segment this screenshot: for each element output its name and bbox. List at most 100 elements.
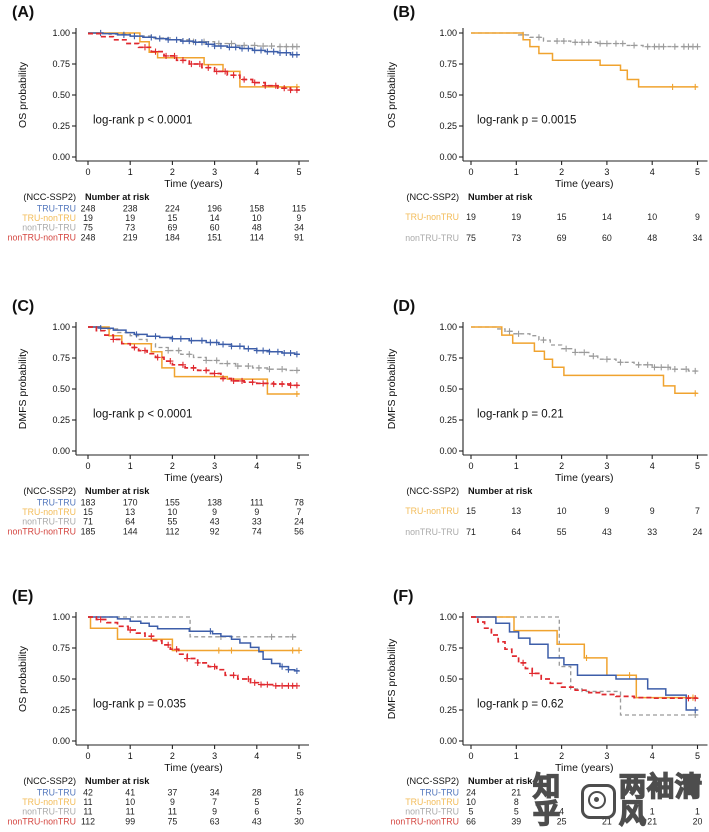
risk-row-label: TRU-nonTRU [22,213,76,223]
risk-count: 10 [252,213,262,223]
x-tick-label: 2 [170,751,175,761]
risk-count: 71 [83,517,93,527]
y-axis-label: DMFS probability [386,348,398,429]
risk-count: 39 [511,816,521,826]
risk-count: 9 [212,807,217,817]
x-axis-label: Time (years) [555,178,614,190]
risk-row-label: nonTRU-nonTRU [8,816,76,826]
risk-count: 158 [249,204,264,214]
risk-count: 15 [83,507,93,517]
risk-count: 55 [168,517,178,527]
tru-nontru-curve [471,616,698,699]
risk-count: 92 [210,526,220,536]
risk-count: 25 [557,816,567,826]
y-tick-label: 0.25 [439,415,457,425]
y-axis-label: DMFS probability [17,348,29,429]
y-tick-label: 0.50 [52,384,70,394]
risk-count: 60 [210,223,220,233]
risk-count: 78 [294,498,304,508]
y-tick-label: 0.25 [439,705,457,715]
risk-count: 11 [168,807,177,817]
risk-count: 11 [126,807,135,817]
risk-count: 183 [81,498,96,508]
panel-label: (A) [12,4,34,21]
y-tick-label: 0.75 [52,643,70,653]
risk-count: 73 [125,223,135,233]
x-tick-label: 3 [212,167,217,177]
nontru-nontru-curve [88,326,300,387]
risk-count: 75 [466,233,476,243]
risk-row-label: nonTRU-TRU [22,223,76,233]
risk-count: 10 [647,212,657,222]
y-axis-label: DMFS probability [386,638,398,719]
y-tick-label: 0.50 [52,674,70,684]
x-tick-label: 0 [468,461,473,471]
risk-count: 5 [254,797,259,807]
risk-row-label: nonTRU-TRU [22,517,76,527]
risk-count: 74 [252,526,262,536]
risk-count: 43 [602,527,612,537]
tru-tru-curve [471,616,698,711]
x-axis-label: Time (years) [164,178,223,190]
x-tick-label: 3 [212,461,217,471]
risk-count: 248 [81,232,96,242]
x-tick-label: 2 [170,167,175,177]
nontru-tru-censor-marks [165,347,300,374]
pvalue-label: log-rank p = 0.0015 [477,115,576,127]
risk-count: 11 [83,797,92,807]
risk-row-label: TRU-nonTRU [405,797,459,807]
risk-count: 64 [125,517,135,527]
x-tick-label: 2 [170,461,175,471]
x-tick-label: 1 [514,461,519,471]
risk-count: 69 [557,233,567,243]
risk-count: 60 [602,233,612,243]
risk-count: 9 [212,507,217,517]
risk-row-label: nonTRU-nonTRU [391,816,459,826]
y-tick-label: 0.75 [439,353,457,363]
risk-count: 13 [511,506,521,516]
tru-nontru-censor-marks [293,390,300,398]
risk-count: 19 [466,212,476,222]
y-tick-label: 0.25 [52,121,70,131]
x-tick-label: 3 [604,751,609,761]
risk-header-title: Number at risk [85,486,150,496]
x-tick-label: 5 [695,461,700,471]
risk-count: 112 [165,526,179,536]
tru-nontru-censor-marks [215,647,303,654]
risk-row-label: nonTRU-TRU [405,807,459,817]
risk-count: 9 [297,213,302,223]
y-tick-label: 1.00 [52,322,70,332]
risk-count: 7 [297,507,302,517]
x-tick-label: 1 [128,461,133,471]
x-tick-label: 3 [604,461,609,471]
pvalue-label: log-rank p = 0.21 [477,409,564,421]
tru-nontru-curve [88,326,299,395]
tru-tru-censor-marks [97,29,300,58]
risk-count: 20 [693,816,703,826]
risk-count: 63 [210,816,220,826]
risk-count: 34 [294,223,304,233]
x-tick-label: 5 [296,167,301,177]
risk-count: 43 [210,517,220,527]
panel-label: (D) [393,298,415,315]
x-tick-label: 0 [85,461,90,471]
x-tick-label: 1 [514,167,519,177]
risk-count: 15 [557,212,567,222]
risk-row-label: nonTRU-TRU [405,527,459,537]
x-axis-label: Time (years) [555,762,614,774]
nontru-tru-curve [88,326,300,372]
x-tick-label: 4 [254,751,259,761]
tru-tru-censor-marks [207,628,300,675]
risk-row-label: TRU-TRU [37,498,76,508]
risk-count: 75 [168,816,178,826]
x-tick-label: 0 [468,167,473,177]
risk-header-cohort: (NCC-SSP2) [406,192,459,202]
risk-count: 19 [125,213,135,223]
nontru-tru-curve [471,616,698,716]
risk-count: 69 [168,223,178,233]
risk-header-cohort: (NCC-SSP2) [23,486,76,496]
risk-count: 55 [557,527,567,537]
risk-row-label: nonTRU-nonTRU [8,526,76,536]
risk-header-cohort: (NCC-SSP2) [406,776,459,786]
